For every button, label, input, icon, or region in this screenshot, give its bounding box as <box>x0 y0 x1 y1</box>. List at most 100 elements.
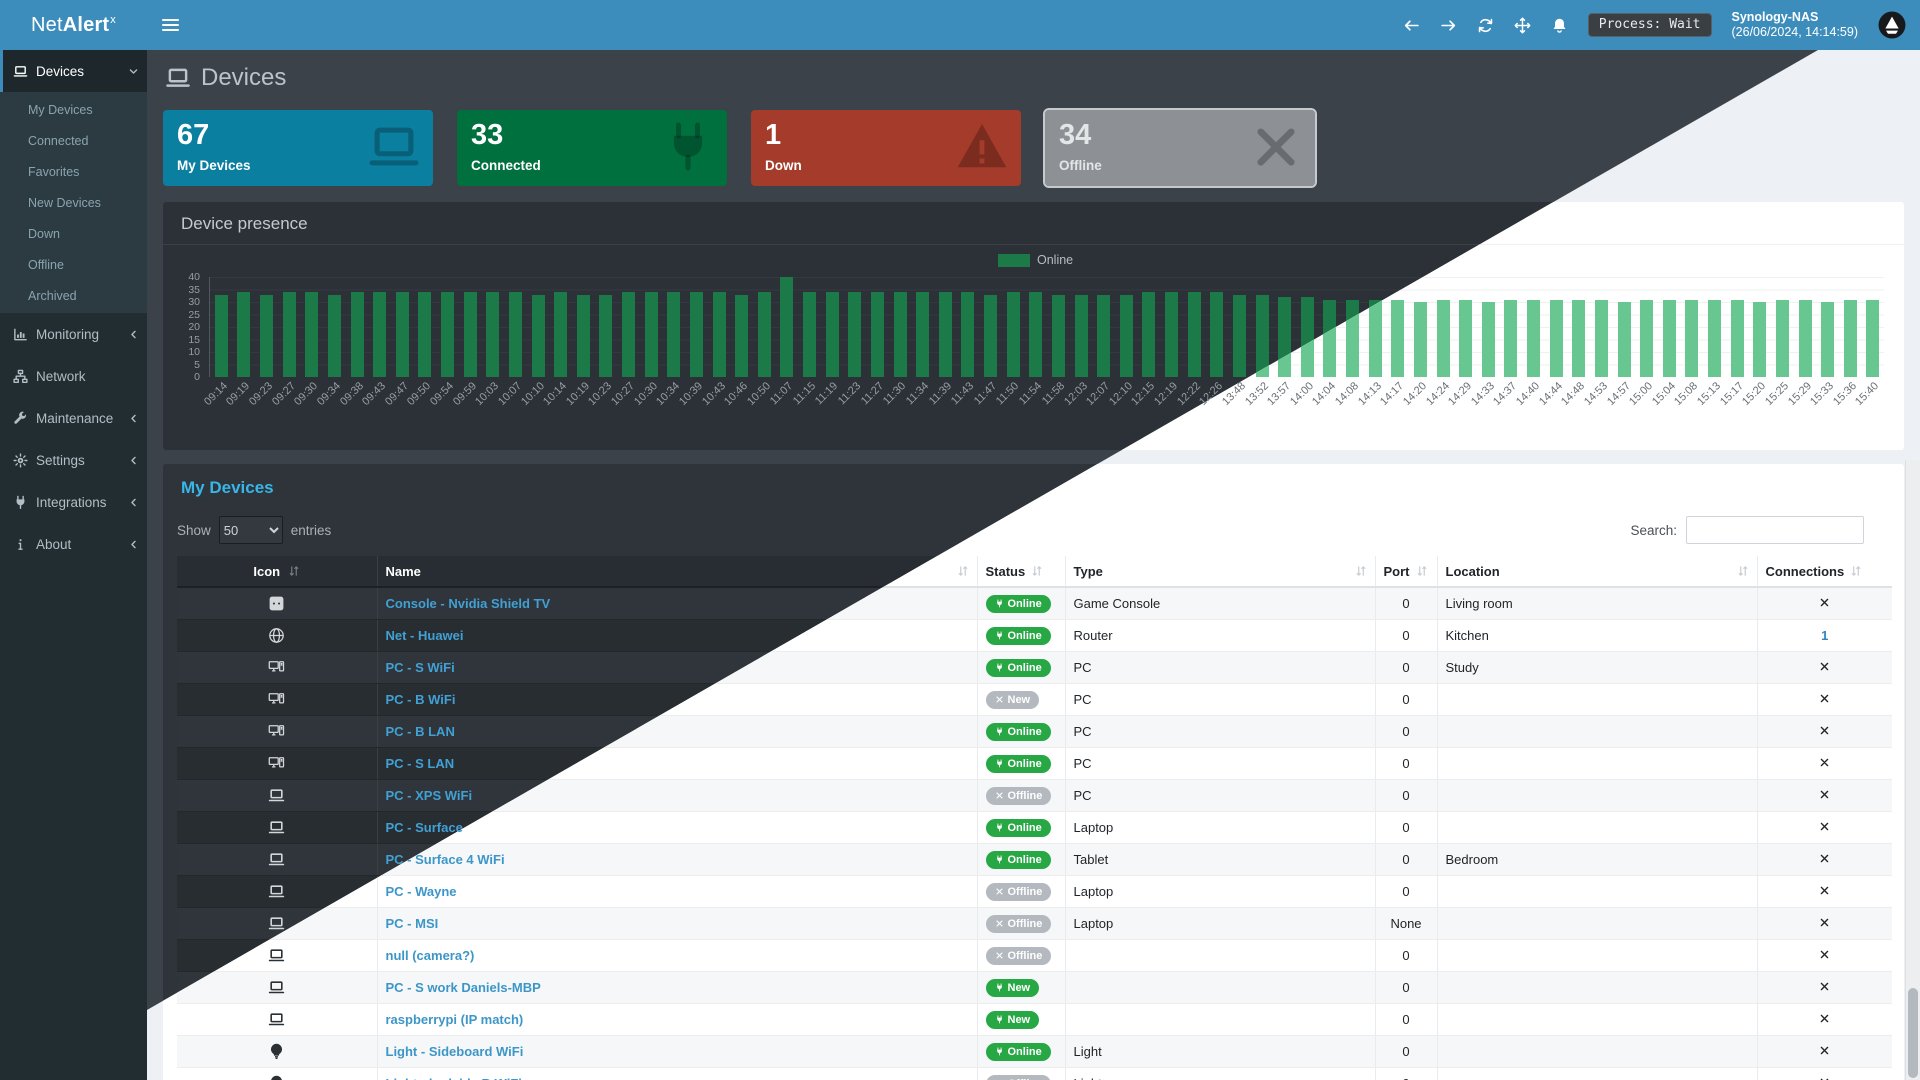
column-header-port[interactable]: Port <box>1374 556 1437 588</box>
device-name-link[interactable]: PC - S WiFi <box>385 660 455 675</box>
device-name-link[interactable]: PC - S work Daniels-MBP <box>385 980 541 995</box>
table-row[interactable]: raspberrypi (IP match) New 0 <box>177 1003 1892 1036</box>
device-name-link[interactable]: null (camera?) <box>385 948 475 963</box>
device-name-link[interactable]: PC - S LAN <box>385 756 455 771</box>
x-icon <box>1819 853 1830 864</box>
laptop-icon <box>268 851 285 868</box>
sidebar-toggle-button[interactable] <box>147 0 193 50</box>
table-row[interactable]: null (camera?) Offline 0 <box>177 939 1892 972</box>
chart-bar: 15:13 <box>1695 277 1726 408</box>
refresh-icon[interactable] <box>1477 17 1494 34</box>
sidebar-item-about[interactable]: About <box>0 523 147 565</box>
page-size-select[interactable]: 50 <box>218 516 283 544</box>
sidebar-item-integrations[interactable]: Integrations <box>0 481 147 523</box>
info-icon <box>13 537 28 552</box>
stat-card-label: Offline <box>1059 158 1102 173</box>
chart-bar: 15:25 <box>1763 277 1794 408</box>
sidebar-subitem-connected[interactable]: Connected <box>0 125 147 156</box>
column-header-name[interactable]: Name <box>376 556 977 588</box>
content-area: Devices 67 My Devices 33 Connected 1 Down 34 Of… <box>147 50 1920 1080</box>
sidebar-subitem-new-devices[interactable]: New Devices <box>0 187 147 218</box>
chart-bar: 10:46 <box>722 277 753 408</box>
sidebar-item-maintenance[interactable]: Maintenance <box>0 397 147 439</box>
stat-card-down[interactable]: 1 Down <box>751 110 1021 186</box>
app-logo[interactable]: NetAlertx <box>30 13 116 36</box>
column-header-type[interactable]: Type <box>1064 556 1375 588</box>
connections-count-link[interactable]: 1 <box>1821 628 1829 643</box>
forward-arrow-icon[interactable] <box>1440 17 1457 34</box>
my-devices-title: My Devices <box>181 478 274 497</box>
notifications-bell-icon[interactable] <box>1551 17 1568 34</box>
chart-bar: 12:19 <box>1152 277 1183 408</box>
user-avatar[interactable] <box>1878 11 1906 39</box>
chart-bar: 14:13 <box>1356 277 1387 408</box>
sidebar-subitem-label: Connected <box>28 133 89 148</box>
search-input[interactable] <box>1686 516 1864 544</box>
x-icon <box>1819 1045 1830 1056</box>
chart-bar: 09:50 <box>405 277 437 408</box>
device-name-link[interactable]: Console - Nvidia Shield TV <box>385 596 551 611</box>
sidebar-subitem-my-devices[interactable]: My Devices <box>0 94 147 125</box>
sidebar-item-network[interactable]: Network <box>0 355 147 397</box>
sidebar-subitem-offline[interactable]: Offline <box>0 249 147 280</box>
device-port: 0 <box>1374 971 1437 1004</box>
device-type: PC <box>1064 651 1375 684</box>
column-label: Connections <box>1765 563 1845 579</box>
laptop-icon <box>13 64 28 79</box>
column-header-location[interactable]: Location <box>1436 556 1757 588</box>
table-row[interactable]: PC - S LAN Online PC0 <box>177 747 1892 780</box>
device-type: PC <box>1064 683 1375 716</box>
device-port: 0 <box>1374 811 1437 844</box>
sidebar-subitem-label: Favorites <box>28 164 80 179</box>
column-label: Location <box>1445 563 1500 579</box>
plug-icon <box>995 983 1004 992</box>
stat-card-my-devices[interactable]: 67 My Devices <box>163 110 433 186</box>
device-name-link[interactable]: Light - Sideboard WiFi <box>385 1044 524 1059</box>
device-name-link[interactable]: PC - XPS WiFi <box>385 788 473 803</box>
server-name: Synology-NAS <box>1731 10 1819 24</box>
x-icon <box>995 951 1004 960</box>
back-arrow-icon[interactable] <box>1403 17 1420 34</box>
device-name-link[interactable]: raspberrypi (IP match) <box>385 1012 524 1027</box>
chart-legend[interactable]: Online <box>998 253 1073 267</box>
device-name-link[interactable]: PC - MSI <box>385 916 439 931</box>
device-name-link[interactable]: PC - B LAN <box>385 724 455 739</box>
chart-bar: 11:27 <box>859 277 889 407</box>
move-icon[interactable] <box>1514 17 1531 34</box>
stat-card-connected[interactable]: 33 Connected <box>457 110 727 186</box>
y-tick: 30 <box>188 296 200 308</box>
device-name-link[interactable]: PC - Surface <box>385 820 463 835</box>
sidebar-subitem-archived[interactable]: Archived <box>0 280 147 311</box>
devices-submenu: My Devices Connected Favorites New Devices D… <box>0 92 147 313</box>
device-name-link[interactable]: Net - Huawei <box>385 628 464 643</box>
sidebar-subitem-down[interactable]: Down <box>0 218 147 249</box>
stat-card-offline[interactable]: 34 Offline <box>1043 108 1317 188</box>
device-name-link[interactable]: PC - Wayne <box>385 884 457 899</box>
sidebar-item-monitoring[interactable]: Monitoring <box>0 313 147 355</box>
device-location: Living room <box>1436 587 1757 620</box>
column-header-connections[interactable]: Connections <box>1756 556 1892 588</box>
x-icon <box>1819 789 1830 800</box>
entries-label: entries <box>290 522 332 538</box>
column-header-icon[interactable]: Icon <box>177 556 377 588</box>
sidebar-item-label: Maintenance <box>36 410 114 426</box>
x-icon <box>995 887 1004 896</box>
scrollbar-thumb[interactable] <box>1908 988 1918 1078</box>
device-location <box>1436 939 1757 972</box>
sidebar-subitem-favorites[interactable]: Favorites <box>0 156 147 187</box>
column-header-status[interactable]: Status <box>976 556 1065 588</box>
chart-bar: 12:07 <box>1084 277 1115 408</box>
vertical-scrollbar[interactable] <box>1905 460 1920 1080</box>
device-name-link[interactable]: PC - B WiFi <box>385 692 456 707</box>
chart-bar: 09:59 <box>451 277 482 408</box>
device-name-link[interactable]: Light - bedside B WiFi <box>386 1076 522 1080</box>
sidebar-item-devices[interactable]: Devices <box>0 50 147 92</box>
sidebar-item-settings[interactable]: Settings <box>0 439 147 481</box>
chart-bar: 12:15 <box>1129 277 1161 408</box>
table-row[interactable]: PC - S work Daniels-MBP New 0 <box>177 971 1892 1004</box>
